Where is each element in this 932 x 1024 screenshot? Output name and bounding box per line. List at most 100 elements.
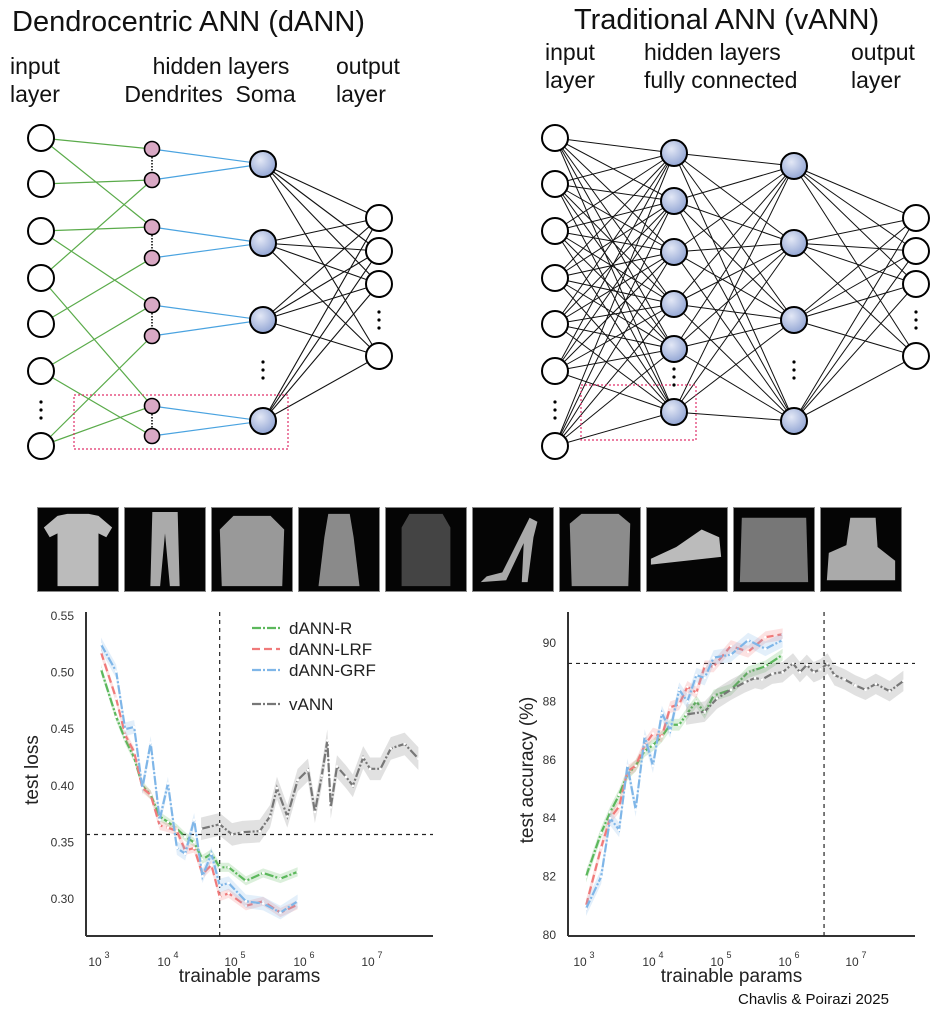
vann-network xyxy=(541,124,930,460)
soma-output-edge xyxy=(262,242,380,252)
dann-hidden-label: hidden layers Dendrites Soma xyxy=(110,52,310,108)
dann-grf-point xyxy=(712,656,715,659)
dense-edge xyxy=(793,355,917,422)
clothing-silhouette xyxy=(401,513,451,587)
x-tick-exponent: 5 xyxy=(726,950,731,960)
vann-hidden-label: hidden layers fully connected xyxy=(644,38,797,94)
vann-point xyxy=(853,684,857,687)
dense-edge xyxy=(673,303,795,422)
dann-lrf-point xyxy=(660,735,664,738)
dann-grf-point xyxy=(677,688,681,692)
dann-network xyxy=(27,124,393,460)
highlight-box xyxy=(73,394,289,450)
vann-point xyxy=(286,815,289,818)
dense-edge xyxy=(673,200,795,422)
dendrite-synapse-edge xyxy=(40,137,153,150)
dann-input-label-line1: input xyxy=(10,53,60,79)
soma-node xyxy=(249,229,277,257)
dense-edge xyxy=(554,303,675,372)
fashion-sample-shirt xyxy=(559,507,641,592)
input-node xyxy=(27,357,55,385)
dann-lrf-point xyxy=(668,705,672,709)
soma-output-edge xyxy=(262,163,380,357)
x-tick-label: 10 xyxy=(224,955,238,969)
input-node xyxy=(27,124,55,152)
y-tick-label: 0.40 xyxy=(51,779,75,793)
dendrite-synapse-edge xyxy=(40,257,153,325)
hidden1-node xyxy=(660,139,688,167)
dann-r-point xyxy=(608,811,612,814)
dann-r-point xyxy=(210,852,213,856)
dann-lrf-point xyxy=(183,849,187,852)
vann-point xyxy=(888,689,891,693)
dann-r-confidence-band xyxy=(101,664,298,886)
dense-edge xyxy=(554,200,675,447)
dense-edge xyxy=(554,411,675,447)
dense-edge xyxy=(554,152,675,325)
dendrite-soma-edge xyxy=(151,163,264,181)
dann-r-point xyxy=(149,793,152,797)
vann-title: Traditional ANN (vANN) xyxy=(574,4,880,36)
dense-edge xyxy=(673,165,795,202)
vann-point xyxy=(403,742,406,746)
dann-lrf-point xyxy=(584,904,588,908)
dann-r-point xyxy=(599,831,603,835)
dann-lrf-point xyxy=(764,635,767,639)
dann-grf-point xyxy=(584,907,588,911)
dann-r-point xyxy=(192,841,196,844)
dann-grf-point xyxy=(279,911,282,914)
fashion-sample-sneaker xyxy=(646,507,728,592)
dann-input-label: input layer xyxy=(10,52,60,108)
vann-point xyxy=(361,756,365,759)
dendrite-soma-edge xyxy=(151,420,264,437)
dense-edge xyxy=(673,251,795,321)
dense-edge xyxy=(554,137,675,253)
x-tick-exponent: 7 xyxy=(861,950,866,960)
dann-hidden-label-line2: Dendrites Soma xyxy=(124,81,296,107)
dann-grf-point xyxy=(201,875,204,878)
dann-r-line xyxy=(584,653,784,877)
dann-grf-point xyxy=(261,902,265,905)
input-node xyxy=(541,357,569,385)
dann-grf-point xyxy=(617,828,621,832)
dendrite-synapse-edge xyxy=(40,304,153,372)
dense-edge xyxy=(673,165,795,253)
output-node xyxy=(365,270,393,298)
ellipsis-dot xyxy=(377,310,381,314)
vann-input-label-line1: input xyxy=(545,39,595,65)
dendrite-node xyxy=(143,218,161,236)
soma-output-edge xyxy=(262,217,380,321)
input-node xyxy=(27,170,55,198)
dann-r-confidence-band xyxy=(586,648,783,883)
output-node xyxy=(902,342,930,370)
x-tick-exponent: 3 xyxy=(589,950,594,960)
dann-r-point xyxy=(141,784,144,788)
y-tick-label: 90 xyxy=(543,636,557,650)
vann-point xyxy=(798,670,802,674)
dann-title: Dendrocentric ANN (dANN) xyxy=(12,6,365,38)
dann-grf-point xyxy=(781,638,784,642)
dann-grf-point xyxy=(132,725,136,729)
dann-lrf-point xyxy=(99,650,103,654)
vann-point xyxy=(268,815,272,818)
vann-point xyxy=(230,833,234,836)
vann-point xyxy=(275,786,279,790)
hidden1-node xyxy=(660,290,688,318)
dann-r-point xyxy=(114,715,118,719)
x-tick-label: 10 xyxy=(710,955,724,969)
dann-lrf-point xyxy=(279,911,282,914)
dann-r-point xyxy=(746,670,750,674)
dense-edge xyxy=(793,242,917,357)
soma-output-edge xyxy=(262,319,380,357)
soma-output-edge xyxy=(262,242,380,357)
x-tick-label: 10 xyxy=(642,955,656,969)
dense-edge xyxy=(793,283,917,321)
x-tick-exponent: 6 xyxy=(794,950,799,960)
dann-lrf-point xyxy=(175,829,179,833)
dense-edge xyxy=(673,242,795,350)
ellipsis-dot xyxy=(39,416,43,420)
y-tick-label: 86 xyxy=(543,753,557,767)
clothing-silhouette xyxy=(739,517,809,583)
dann-grf-point xyxy=(183,852,187,856)
vann-confidence-band xyxy=(201,729,419,846)
